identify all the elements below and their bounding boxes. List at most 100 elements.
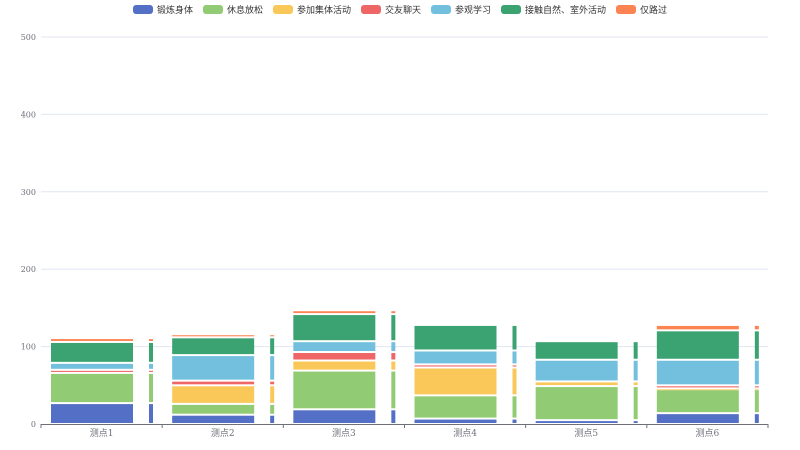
legend-label: 参观学习 [455, 5, 492, 16]
thin-bar-segment[interactable] [512, 351, 517, 364]
thin-bar-segment[interactable] [391, 342, 396, 352]
y-tick-label: 0 [31, 420, 36, 429]
thin-bar-segment[interactable] [633, 342, 638, 359]
legend-item[interactable]: 交友聊天 [360, 3, 421, 16]
legend-label: 锻炼身体 [156, 5, 193, 16]
bar-segment[interactable] [172, 356, 255, 380]
bar-segment[interactable] [293, 342, 376, 352]
thin-bar-segment[interactable] [512, 368, 517, 395]
bar-segment[interactable] [293, 410, 376, 423]
bar-segment[interactable] [293, 353, 376, 360]
bar-segment[interactable] [656, 360, 739, 385]
legend-swatch-icon [272, 4, 293, 14]
bar-segment[interactable] [656, 386, 739, 388]
legend-swatch-icon [616, 4, 637, 14]
thin-bar-segment[interactable] [149, 339, 153, 341]
thin-bar-segment[interactable] [512, 365, 517, 367]
bar-segment[interactable] [535, 382, 618, 386]
legend-item[interactable]: 参观学习 [431, 3, 491, 16]
thin-bar-segment[interactable] [633, 382, 638, 386]
thin-bar-segment[interactable] [270, 404, 275, 414]
bar-segment[interactable] [293, 371, 376, 409]
bar-segment[interactable] [656, 414, 739, 423]
thin-bar-segment[interactable] [754, 360, 759, 385]
bar-segment[interactable] [414, 365, 497, 367]
thin-bar-segment[interactable] [633, 387, 638, 420]
thin-bar-segment[interactable] [270, 381, 275, 385]
thin-bar-segment[interactable] [149, 373, 153, 403]
bar-segment[interactable] [656, 390, 739, 413]
bar-segment[interactable] [656, 389, 739, 391]
bar-segment[interactable] [293, 311, 376, 314]
thin-bar-segment[interactable] [754, 325, 759, 330]
thin-bar-segment[interactable] [270, 338, 275, 355]
thin-bar-segment[interactable] [149, 404, 153, 423]
thin-bar-segment[interactable] [512, 396, 517, 418]
legend-swatch-icon [431, 4, 451, 14]
bar-segment[interactable] [172, 338, 255, 355]
thin-bar-segment[interactable] [391, 311, 396, 314]
chart-legend: 锻炼身体 休息放松 参加集体活动 交友聊天 参观学习 接触自然、室外活动 仅路过 [0, 2, 800, 16]
thin-bar-segment[interactable] [391, 410, 396, 423]
bar-segment[interactable] [172, 386, 255, 403]
thin-bar-segment[interactable] [391, 353, 396, 360]
bar-segment[interactable] [414, 368, 497, 395]
bar-segment[interactable] [172, 415, 255, 423]
legend-item[interactable]: 参加集体活动 [272, 3, 351, 16]
thin-bar-segment[interactable] [391, 371, 396, 409]
legend-label: 休息放松 [226, 5, 263, 16]
thin-bar-segment[interactable] [270, 415, 275, 423]
legend-item[interactable]: 接触自然、室外活动 [501, 3, 606, 16]
bar-segment[interactable] [535, 342, 618, 359]
bar-segment[interactable] [535, 387, 618, 420]
thin-bar-segment[interactable] [754, 414, 759, 423]
bar-segment[interactable] [51, 342, 133, 362]
bar-segment[interactable] [51, 370, 133, 372]
bar-segment[interactable] [293, 315, 376, 341]
thin-bar-segment[interactable] [633, 360, 638, 381]
y-tick-label: 200 [21, 265, 36, 274]
bar-segment[interactable] [656, 331, 739, 359]
thin-bar-segment[interactable] [270, 335, 275, 337]
legend-item[interactable]: 锻炼身体 [132, 3, 193, 16]
thin-bar-segment[interactable] [512, 325, 517, 350]
bar-segment[interactable] [51, 373, 133, 403]
bar-segment[interactable] [51, 339, 133, 341]
legend-label: 仅路过 [640, 5, 668, 16]
thin-bar-segment[interactable] [149, 342, 153, 362]
x-category-label: 测点2 [211, 428, 235, 439]
bar-segment[interactable] [414, 351, 497, 364]
bar-segment[interactable] [172, 335, 255, 337]
thin-bar-segment[interactable] [754, 331, 759, 359]
thin-bar-segment[interactable] [754, 390, 759, 413]
legend-label: 参加集体活动 [296, 5, 351, 16]
thin-bar-segment[interactable] [633, 421, 638, 423]
bar-segment[interactable] [656, 325, 739, 330]
bar-segment[interactable] [51, 404, 133, 423]
y-tick-label: 500 [21, 33, 36, 42]
bar-segment[interactable] [172, 404, 255, 414]
thin-bar-segment[interactable] [512, 419, 517, 423]
thin-bar-segment[interactable] [149, 370, 153, 372]
bar-segment[interactable] [535, 421, 618, 423]
thin-bar-segment[interactable] [754, 389, 759, 391]
thin-bar-segment[interactable] [149, 363, 153, 369]
bar-segment[interactable] [414, 396, 497, 418]
bar-segment[interactable] [414, 419, 497, 423]
bar-segment[interactable] [535, 360, 618, 381]
bar-segment[interactable] [172, 381, 255, 385]
thin-bar-segment[interactable] [391, 361, 396, 370]
legend-item[interactable]: 休息放松 [202, 3, 263, 16]
thin-bar-segment[interactable] [391, 315, 396, 341]
thin-bar-segment[interactable] [270, 356, 275, 380]
legend-swatch-icon [202, 4, 223, 14]
legend-swatch-icon [501, 4, 522, 14]
thin-bar-segment[interactable] [754, 386, 759, 388]
bar-segment[interactable] [51, 363, 133, 369]
bar-segment[interactable] [414, 325, 497, 350]
thin-bar-segment[interactable] [270, 386, 275, 403]
legend-item[interactable]: 仅路过 [616, 3, 667, 16]
bar-segment[interactable] [293, 361, 376, 370]
legend-swatch-icon [360, 4, 381, 14]
